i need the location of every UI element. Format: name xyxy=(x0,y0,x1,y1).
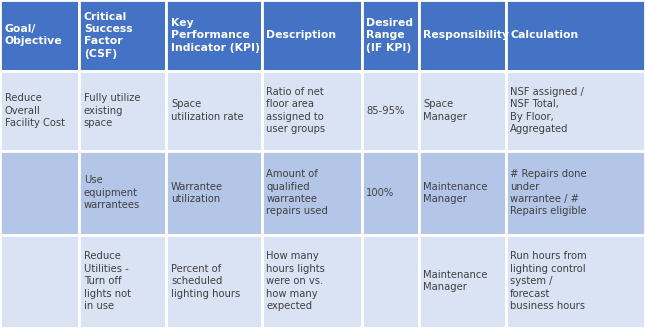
Bar xyxy=(79,0,166,71)
Bar xyxy=(0,151,79,235)
Text: Ratio of net
floor area
assigned to
user groups: Ratio of net floor area assigned to user… xyxy=(266,87,326,134)
Text: Description: Description xyxy=(266,30,337,40)
Bar xyxy=(362,0,419,71)
Text: Space
utilization rate: Space utilization rate xyxy=(171,99,244,122)
Bar xyxy=(166,151,262,235)
Text: NSF assigned /
NSF Total,
By Floor,
Aggregated: NSF assigned / NSF Total, By Floor, Aggr… xyxy=(510,87,584,134)
Text: How many
hours lights
were on vs.
how many
expected: How many hours lights were on vs. how ma… xyxy=(266,252,325,311)
Bar xyxy=(506,71,645,151)
Text: Warrantee
utilization: Warrantee utilization xyxy=(171,181,223,204)
Text: Run hours from
lighting control
system /
forecast
business hours: Run hours from lighting control system /… xyxy=(510,252,587,311)
Bar xyxy=(506,235,645,328)
Bar xyxy=(166,0,262,71)
Bar xyxy=(419,235,506,328)
Text: Percent of
scheduled
lighting hours: Percent of scheduled lighting hours xyxy=(171,264,240,299)
Bar xyxy=(79,151,166,235)
Text: Reduce
Utilities -
Turn off
lights not
in use: Reduce Utilities - Turn off lights not i… xyxy=(84,252,131,311)
Bar xyxy=(362,71,419,151)
Text: Calculation: Calculation xyxy=(510,30,579,40)
Text: Maintenance
Manager: Maintenance Manager xyxy=(423,270,488,293)
Text: Critical
Success
Factor
(CSF): Critical Success Factor (CSF) xyxy=(84,12,132,59)
Text: Desired
Range
(IF KPI): Desired Range (IF KPI) xyxy=(366,18,413,53)
Bar xyxy=(419,0,506,71)
Text: Reduce
Overall
Facility Cost: Reduce Overall Facility Cost xyxy=(5,93,64,128)
Bar xyxy=(166,235,262,328)
Bar xyxy=(79,71,166,151)
Text: # Repairs done
under
warrantee / #
Repairs eligible: # Repairs done under warrantee / # Repai… xyxy=(510,169,587,216)
Text: Use
equipment
warrantees: Use equipment warrantees xyxy=(84,175,140,210)
Text: Key
Performance
Indicator (KPI): Key Performance Indicator (KPI) xyxy=(171,18,260,53)
Text: Space
Manager: Space Manager xyxy=(423,99,467,122)
Bar xyxy=(419,151,506,235)
Bar xyxy=(166,71,262,151)
Bar xyxy=(79,235,166,328)
Bar xyxy=(362,235,419,328)
Bar xyxy=(506,0,645,71)
Bar xyxy=(419,71,506,151)
Text: Fully utilize
existing
space: Fully utilize existing space xyxy=(84,93,141,128)
Bar xyxy=(362,151,419,235)
Bar xyxy=(262,235,362,328)
Bar xyxy=(506,151,645,235)
Text: Goal/
Objective: Goal/ Objective xyxy=(5,24,62,47)
Text: Amount of
qualified
warrantee
repairs used: Amount of qualified warrantee repairs us… xyxy=(266,169,328,216)
Bar xyxy=(0,235,79,328)
Text: Responsibility: Responsibility xyxy=(423,30,509,40)
Bar xyxy=(0,71,79,151)
Bar xyxy=(262,0,362,71)
Bar xyxy=(262,71,362,151)
Text: 100%: 100% xyxy=(366,188,395,198)
Text: 85-95%: 85-95% xyxy=(366,106,404,116)
Bar xyxy=(262,151,362,235)
Bar xyxy=(0,0,79,71)
Text: Maintenance
Manager: Maintenance Manager xyxy=(423,181,488,204)
